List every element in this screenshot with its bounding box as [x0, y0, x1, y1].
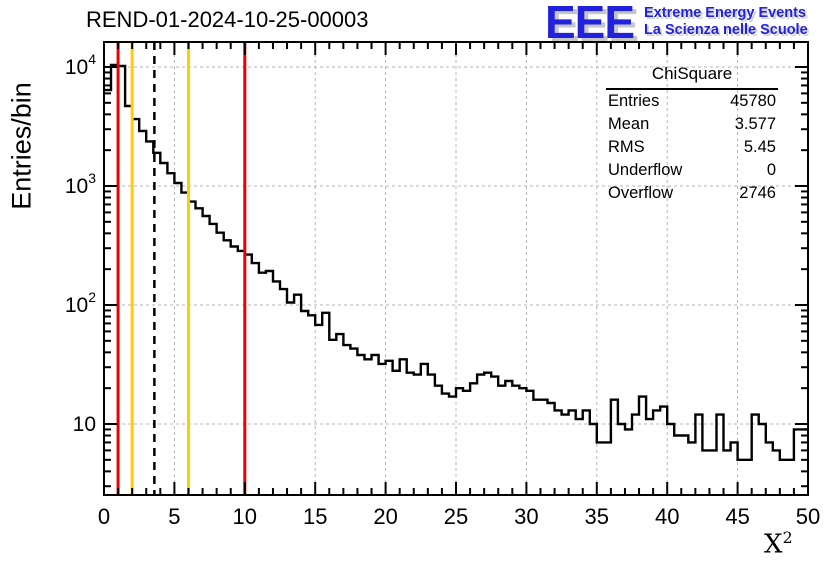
x-tick-label: 25: [444, 504, 468, 529]
y-axis-title: Entries/bin: [6, 82, 37, 210]
eee-logo-text: Extreme Energy Events La Scienza nelle S…: [644, 5, 808, 39]
stats-row-mean: Mean 3.577: [606, 113, 778, 136]
x-tick-label: 35: [585, 504, 609, 529]
stats-value: 0: [766, 161, 776, 179]
stats-box: ChiSquare Entries 45780 Mean 3.577 RMS 5…: [606, 64, 778, 205]
histogram-line: [104, 63, 808, 461]
y-tick-label: 103: [65, 170, 96, 198]
x-tick-label: 10: [233, 504, 257, 529]
x-axis-title-exponent: 2: [782, 528, 793, 547]
stats-row-rms: RMS 5.45: [606, 136, 778, 159]
stats-row-overflow: Overflow 2746: [606, 182, 778, 205]
plot-title: REND-01-2024-10-25-00003: [86, 7, 369, 32]
stats-row-underflow: Underflow 0: [606, 159, 778, 182]
stats-value: 3.577: [734, 115, 776, 133]
y-tick-label: 10: [73, 413, 96, 436]
eee-logo-line-2: La Scienza nelle Scuole: [644, 22, 808, 38]
x-tick-label: 0: [98, 504, 110, 529]
eee-logo: EEE Extreme Energy Events La Scienza nel…: [545, 0, 808, 48]
stats-value: 5.45: [743, 138, 776, 156]
x-tick-label: 50: [796, 504, 820, 529]
stats-value: 45780: [730, 92, 776, 110]
x-axis-title: X2: [764, 528, 793, 560]
x-tick-label: 30: [514, 504, 538, 529]
stats-label: Overflow: [608, 184, 674, 202]
x-tick-label: 15: [303, 504, 327, 529]
y-tick-label: 102: [65, 289, 96, 317]
x-tick-label: 5: [168, 504, 180, 529]
eee-logo-acronym: EEE: [545, 0, 635, 48]
y-tick-label: 104: [65, 51, 96, 79]
x-axis-title-base: X: [764, 529, 783, 560]
stats-label: RMS: [608, 138, 645, 156]
x-tick-label: 40: [655, 504, 679, 529]
stats-label: Mean: [608, 115, 650, 133]
stats-row-entries: Entries 45780: [606, 90, 778, 113]
stats-label: Entries: [608, 92, 660, 110]
x-tick-label: 45: [725, 504, 749, 529]
stats-label: Underflow: [608, 161, 683, 179]
stats-box-title: ChiSquare: [606, 64, 778, 90]
x-tick-label: 20: [373, 504, 397, 529]
eee-logo-line-1: Extreme Energy Events: [644, 5, 807, 21]
stats-value: 2746: [739, 184, 776, 202]
